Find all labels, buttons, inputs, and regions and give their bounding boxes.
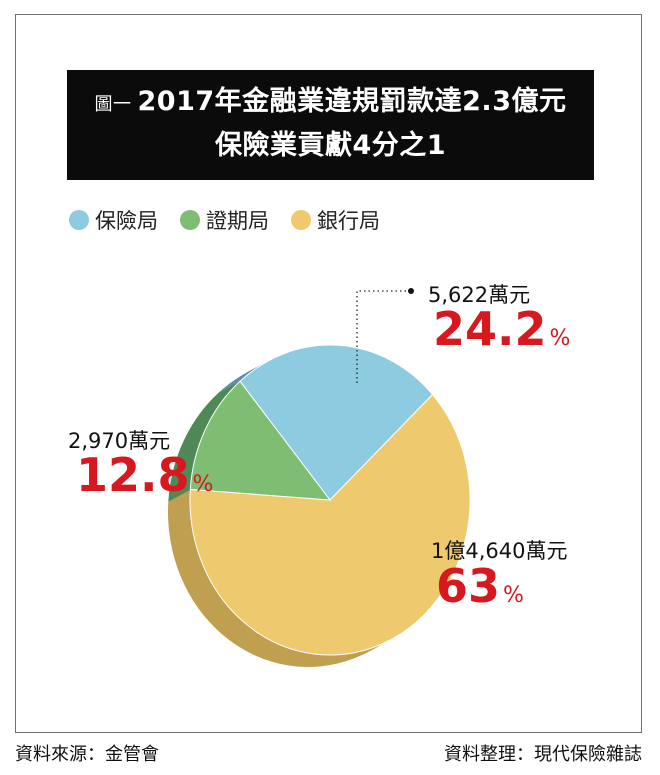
title-box: 圖一 2017年金融業違規罰款達2.3億元 保險業貢獻4分之1 <box>67 70 594 180</box>
source-note: 資料來源：金管會 <box>15 744 159 765</box>
title-line-1: 圖一 2017年金融業違規罰款達2.3億元 <box>67 86 594 121</box>
data-label-percent-banking: 63% <box>436 563 524 619</box>
legend-item-insurance: 保險局 <box>69 205 158 235</box>
data-label-amount-securities: 2,970萬元 <box>68 429 171 453</box>
legend-item-banking: 銀行局 <box>291 205 380 235</box>
leader-line-insurance <box>356 290 408 383</box>
percent-value-insurance: 24.2 <box>433 302 547 356</box>
pie-slice-銀行局 <box>189 393 471 656</box>
title-line-2: 保險業貢獻4分之1 <box>214 130 447 161</box>
pie-slice-證期局 <box>189 380 332 501</box>
percent-sign-banking: % <box>503 583 524 608</box>
data-label-amount-banking: 1億4,640萬元 <box>431 539 568 563</box>
legend: 保險局 證期局 銀行局 <box>69 206 402 234</box>
title-text-1: 2017年金融業違規罰款達2.3億元 <box>137 86 567 117</box>
chart-frame <box>15 14 642 733</box>
legend-swatch-banking <box>291 210 311 230</box>
legend-label-insurance: 保險局 <box>95 209 158 233</box>
pie-slice-保險局 <box>239 344 434 501</box>
data-label-percent-insurance: 24.2% <box>433 306 570 362</box>
legend-swatch-securities <box>180 210 200 230</box>
percent-sign-securities: % <box>192 472 214 497</box>
compiled-by-note: 資料整理：現代保險雜誌 <box>444 744 642 765</box>
figure-label: 圖一 <box>94 94 132 115</box>
percent-value-banking: 63 <box>436 559 501 613</box>
data-label-percent-securities: 12.8% <box>76 452 213 508</box>
legend-label-securities: 證期局 <box>206 209 269 233</box>
legend-swatch-insurance <box>69 210 89 230</box>
legend-item-securities: 證期局 <box>180 205 269 235</box>
leader-dot-insurance <box>408 288 414 294</box>
data-label-amount-insurance: 5,622萬元 <box>428 283 531 307</box>
percent-sign-insurance: % <box>549 326 571 351</box>
percent-value-securities: 12.8 <box>76 448 190 502</box>
legend-label-banking: 銀行局 <box>317 209 380 233</box>
